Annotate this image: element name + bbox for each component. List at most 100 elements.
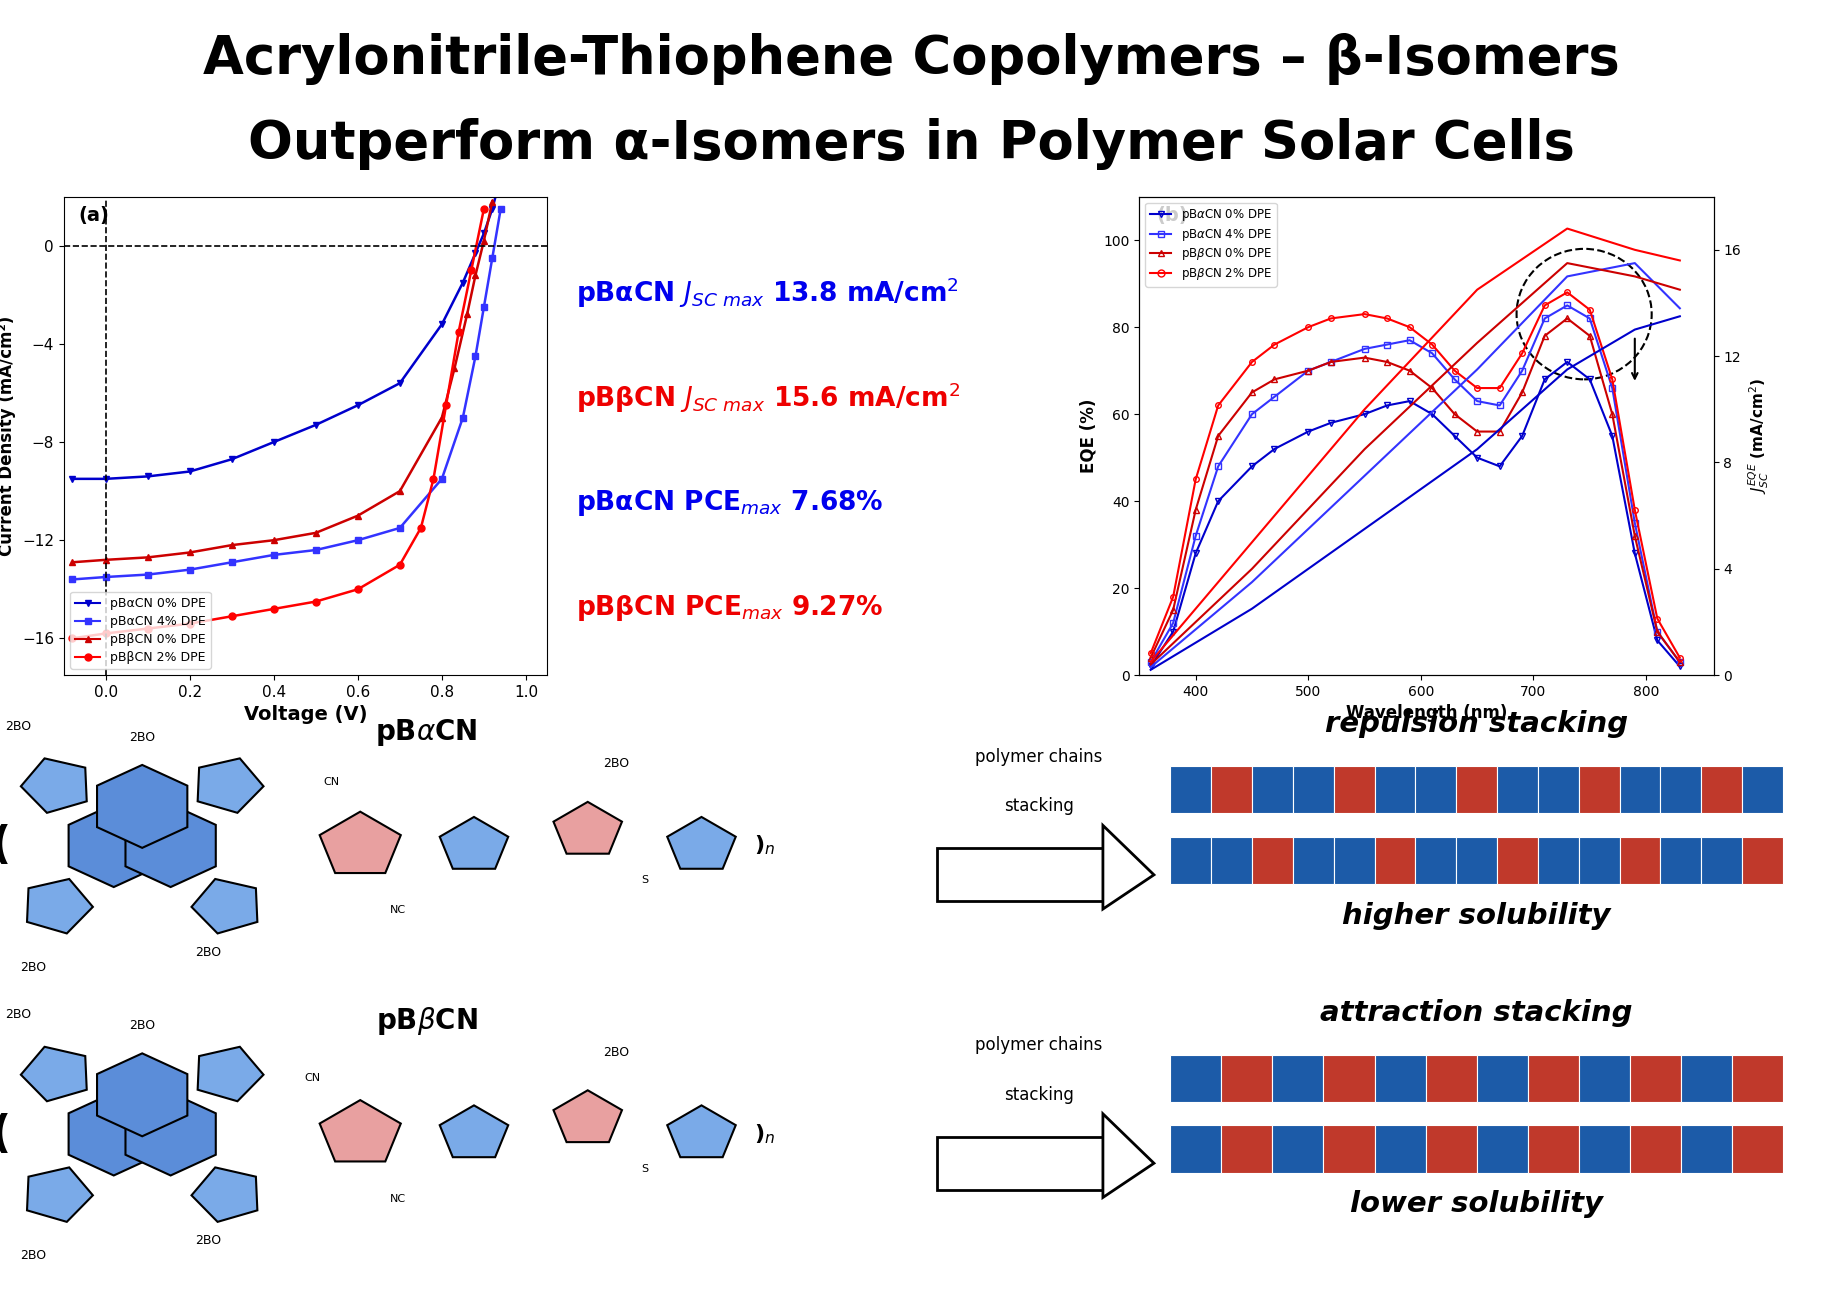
pBαCN 4% DPE <box>1354 341 1376 357</box>
Bar <box>1579 766 1619 813</box>
Text: 2BO: 2BO <box>603 1046 629 1059</box>
pBαCN 4% DPE <box>95 569 117 585</box>
pBβCN 0% DPE <box>1489 423 1511 439</box>
Bar <box>1477 1125 1528 1172</box>
Bar <box>1579 1054 1630 1101</box>
Polygon shape <box>97 764 188 848</box>
Text: CN: CN <box>324 777 339 788</box>
pBβCN 2% DPE <box>1139 645 1161 661</box>
pBβCN 2% DPE <box>137 620 159 636</box>
pBαCN 0% DPE <box>95 471 117 486</box>
Text: (b): (b) <box>1156 206 1189 225</box>
pBαCN 4% DPE <box>1646 624 1668 640</box>
pBβCN 2% DPE <box>1466 380 1488 396</box>
pBαCN 0% DPE <box>1139 658 1161 674</box>
Bar <box>1732 1125 1783 1172</box>
Bar <box>1732 1054 1783 1101</box>
Text: pB$\mathbf{\beta}$CN PCE$\boldsymbol{_{max}}$ 9.27%: pB$\mathbf{\beta}$CN PCE$\boldsymbol{_{m… <box>576 593 882 623</box>
pBαCN 0% DPE <box>1354 406 1376 422</box>
Bar <box>1210 836 1252 884</box>
Text: polymer chains: polymer chains <box>975 749 1103 766</box>
pBαCN 4% DPE <box>388 520 410 536</box>
pBβCN 0% DPE <box>1398 363 1420 379</box>
pBαCN 0% DPE <box>1533 371 1555 387</box>
pBβCN 0% DPE <box>62 555 84 570</box>
Polygon shape <box>319 1100 401 1162</box>
pBαCN 0% DPE <box>1557 354 1579 370</box>
Text: stacking: stacking <box>1004 797 1074 815</box>
Polygon shape <box>439 817 509 869</box>
Bar <box>1323 1054 1375 1101</box>
Legend: pBαCN 0% DPE, pBαCN 4% DPE, pBβCN 0% DPE, pBβCN 2% DPE: pBαCN 0% DPE, pBαCN 4% DPE, pBβCN 0% DPE… <box>69 591 211 669</box>
Bar <box>1323 1125 1375 1172</box>
pBβCN 2% DPE <box>263 600 284 616</box>
Bar <box>1272 1125 1323 1172</box>
pBαCN 4% DPE <box>1298 363 1320 379</box>
pBβCN 0% DPE <box>1320 354 1342 370</box>
Text: pB$\alpha$CN: pB$\alpha$CN <box>376 717 478 749</box>
pBβCN 0% DPE <box>1139 650 1161 666</box>
Line: pBαCN 4% DPE: pBαCN 4% DPE <box>1148 303 1683 665</box>
pBβCN 0% DPE <box>456 307 478 323</box>
Text: 2BO: 2BO <box>5 720 31 733</box>
pBαCN 4% DPE <box>1398 332 1420 347</box>
pBβCN 2% DPE <box>1668 650 1690 666</box>
Line: pBαCN 0% DPE: pBαCN 0% DPE <box>69 173 505 482</box>
pBαCN 4% DPE <box>1624 515 1646 531</box>
pBαCN 4% DPE <box>346 532 368 548</box>
pBαCN 0% DPE <box>452 275 474 291</box>
pBβCN 2% DPE <box>304 594 326 610</box>
pBβCN 0% DPE <box>1207 427 1229 443</box>
pBαCN 0% DPE <box>1489 459 1511 475</box>
Bar <box>1334 766 1375 813</box>
Line: pBαCN 4% DPE: pBαCN 4% DPE <box>69 206 505 583</box>
pBαCN 0% DPE <box>1207 493 1229 509</box>
pBαCN 0% DPE <box>62 471 84 486</box>
pBαCN 4% DPE <box>1466 393 1488 409</box>
pBβCN 2% DPE <box>1298 320 1320 336</box>
Bar <box>1630 1125 1681 1172</box>
pBβCN 2% DPE <box>346 581 368 597</box>
pBβCN 2% DPE <box>1422 337 1444 353</box>
Bar <box>1252 836 1293 884</box>
Polygon shape <box>20 1046 88 1101</box>
Bar <box>1221 1125 1272 1172</box>
pBαCN 0% DPE <box>179 464 201 480</box>
pBβCN 2% DPE <box>62 631 84 646</box>
pBαCN 0% DPE <box>1601 427 1622 443</box>
Text: lower solubility: lower solubility <box>1351 1190 1602 1218</box>
Text: 2BO: 2BO <box>20 961 46 974</box>
pBβCN 0% DPE <box>1511 384 1533 400</box>
pBβCN 0% DPE <box>1263 371 1285 387</box>
pBαCN 0% DPE <box>472 225 494 241</box>
pBαCN 0% DPE <box>1624 545 1646 561</box>
pBβCN 0% DPE <box>1533 328 1555 343</box>
pBβCN 2% DPE <box>1489 380 1511 396</box>
pBβCN 0% DPE <box>179 544 201 560</box>
Legend: pB$\alpha$CN 0% DPE, pB$\alpha$CN 4% DPE, pB$\beta$CN 0% DPE, pB$\beta$CN 2% DPE: pB$\alpha$CN 0% DPE, pB$\alpha$CN 4% DPE… <box>1145 203 1276 287</box>
pBαCN 4% DPE <box>263 547 284 562</box>
Bar <box>1539 766 1579 813</box>
pBβCN 2% DPE <box>1241 354 1263 370</box>
Bar <box>1497 836 1539 884</box>
pBαCN 4% DPE <box>1601 380 1622 396</box>
pBβCN 2% DPE <box>1579 302 1601 317</box>
pBβCN 0% DPE <box>1354 350 1376 366</box>
pBαCN 4% DPE <box>490 201 512 216</box>
pBβCN 0% DPE <box>1579 328 1601 343</box>
pBαCN 4% DPE <box>179 562 201 578</box>
pBαCN 4% DPE <box>221 555 242 570</box>
pBβCN 2% DPE <box>1646 611 1668 627</box>
pBβCN 2% DPE <box>1185 472 1207 488</box>
pBαCN 4% DPE <box>1376 337 1398 353</box>
pBβCN 0% DPE <box>221 538 242 553</box>
Text: 2BO: 2BO <box>195 1234 222 1247</box>
pBβCN 0% DPE <box>346 507 368 523</box>
Polygon shape <box>319 812 401 873</box>
Polygon shape <box>554 802 622 853</box>
pBβCN 0% DPE <box>137 549 159 565</box>
pBβCN 0% DPE <box>263 532 284 548</box>
pBαCN 4% DPE <box>1422 345 1444 361</box>
Text: Outperform α-Isomers in Polymer Solar Cells: Outperform α-Isomers in Polymer Solar Ce… <box>248 118 1575 170</box>
Bar <box>1375 766 1415 813</box>
